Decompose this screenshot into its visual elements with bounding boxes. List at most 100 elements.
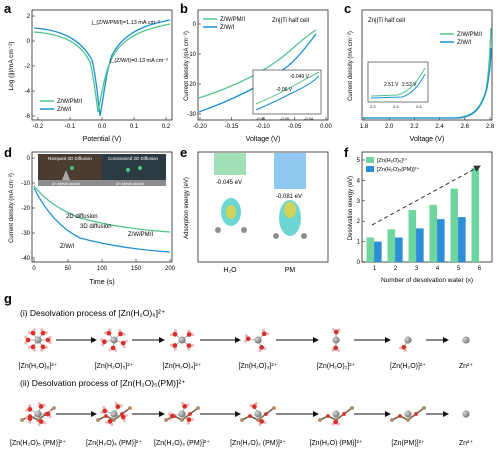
o-atom [101, 339, 107, 345]
pm-atom [240, 418, 244, 422]
tick-label: -20 [21, 206, 30, 212]
zn-atom [332, 336, 340, 344]
o-atom [107, 418, 113, 424]
energy-bar-pm [274, 153, 306, 189]
o-atom [27, 406, 33, 412]
h-atom [24, 341, 28, 345]
o-atom [30, 344, 36, 350]
pm-atom [390, 418, 394, 422]
legend-a-label-1: Z/W/PM/I [57, 99, 82, 105]
zn-atom [332, 410, 340, 418]
legend-a-label-2: Z/W/I [57, 107, 72, 113]
tick-label: 0.00 [320, 124, 332, 130]
tick-label: 0 [193, 22, 197, 28]
tick-label: -0.20 [193, 124, 207, 130]
legend-f-swatch-2 [366, 166, 374, 172]
legend-f-swatch-1 [366, 157, 374, 163]
pm-atom [318, 418, 322, 422]
pm-atom [326, 414, 330, 418]
xlabel-c: Voltage (V) [410, 136, 445, 143]
legend-c-label-1: Z/W/PM/I [457, 32, 482, 38]
h-atom [244, 334, 248, 338]
tick-label: 0 [27, 156, 31, 162]
tick-label: 2 [27, 14, 31, 20]
species-label: [Zn(H₂O)]²⁺ [390, 363, 426, 370]
bars-f [366, 168, 480, 262]
o-atom [115, 404, 121, 410]
h-atom [118, 329, 122, 332]
pm-atom [264, 412, 268, 416]
h-atom [42, 403, 46, 407]
inset-c-curve-2 [370, 73, 426, 99]
curve-d-zwpmi [33, 185, 171, 233]
tick-label: -10 [187, 52, 196, 58]
h-atom [48, 335, 52, 339]
curve-a-zwpmi [33, 23, 171, 113]
tick-label: 2 [357, 219, 361, 225]
panel-g: g (i) Desolvation process of [Zn(H₂O)₆]²… [4, 291, 473, 447]
bar-water-3 [408, 209, 417, 262]
tick-label: 4 [357, 178, 361, 184]
pm-atom [398, 414, 402, 418]
zn-atom [254, 410, 262, 418]
curve-b-zwpmi [198, 29, 317, 99]
tick-label: 200 [165, 266, 176, 272]
bar-water-2 [387, 229, 396, 262]
yticks-d: -40 -30 -20 -10 0 [21, 156, 35, 262]
inset-d-left-title: Rampant 2D Diffusion [48, 156, 92, 161]
tick-label: -6 [25, 114, 31, 120]
ylabel-a: Log (|j|/mA cm⁻²) [8, 41, 15, 90]
h-atom [124, 413, 128, 417]
zn-atom [215, 227, 221, 233]
inset-b-label-2: -0.06 V [276, 87, 293, 93]
inset-b-curve-2 [255, 75, 320, 111]
axes-frame-c [361, 9, 493, 121]
tick-label: 2.6 [461, 124, 470, 130]
species-label: [Zn(H₂O)₃]²⁺ [239, 363, 278, 370]
pm-atom [414, 412, 418, 416]
h-atom [28, 331, 31, 335]
bar-pm-4 [437, 219, 445, 262]
tick-label: -0.05 [288, 124, 302, 130]
o-atom [259, 345, 265, 350]
h-atom [187, 347, 190, 351]
tick-label: 3 [357, 199, 361, 205]
pm-atom [350, 406, 354, 410]
o-atom [186, 417, 192, 423]
h-atom [48, 409, 52, 413]
h-atom [40, 348, 44, 352]
pm-atom [164, 418, 168, 422]
h-atom [32, 348, 36, 352]
tick-label: -2 [25, 64, 31, 70]
bar-pm-1 [374, 241, 382, 262]
h-atom [336, 348, 340, 352]
xticks-b: -0.20 -0.15 -0.10 -0.05 0.00 [193, 117, 332, 130]
ylabel-c: Current density (mA cm⁻²) [348, 31, 354, 101]
zn-atom [178, 336, 186, 344]
o-atom [259, 419, 265, 424]
h-atom [114, 348, 118, 352]
panel-d: d Current density (mA cm⁻²) Time (s) 0 50… [4, 145, 176, 286]
xtick-label: 6 [478, 266, 482, 272]
xcat-pm: PM [285, 267, 296, 274]
h-atom [169, 343, 173, 347]
tick-label: 2.4 [435, 124, 444, 130]
h-atom [122, 332, 126, 336]
o-atom [172, 331, 178, 337]
o-atom [106, 330, 112, 336]
xticks-a: -0.2 -0.1 0.0 0.1 0.2 [33, 117, 171, 130]
tick-label: 2.0 [385, 124, 394, 130]
tick-label: -0.2 [33, 124, 44, 130]
panel-b: b Current density (mA cm⁻²) Voltage (V) … [180, 1, 332, 143]
o-atom [38, 403, 44, 409]
zn-atom [404, 410, 412, 418]
h-atom [174, 329, 177, 333]
pm-atom [256, 418, 260, 422]
o-atom [186, 343, 192, 349]
zn-atom [34, 410, 42, 418]
tick-label: -10 [21, 181, 30, 187]
xticks-f: 1 2 3 4 5 6 [373, 266, 482, 272]
h-atom [114, 402, 118, 406]
row2-title: (ii) Desolvation process of [Zn(H₂O)₅(PM… [20, 378, 186, 388]
o-atom [186, 332, 192, 337]
